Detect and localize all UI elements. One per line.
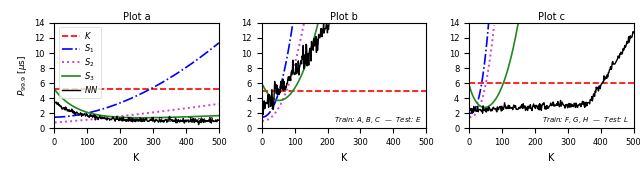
X-axis label: K: K [548,153,554,163]
Title: Plot a: Plot a [123,12,150,22]
Title: Plot c: Plot c [538,12,565,22]
Y-axis label: $P_{99.9}$ [$\mu$s]: $P_{99.9}$ [$\mu$s] [15,55,29,96]
Title: Plot b: Plot b [330,12,358,22]
Text: Train: $F$, $G$, $H$  —  Test: $L$: Train: $F$, $G$, $H$ — Test: $L$ [541,114,628,125]
Text: Train: $A$, $B$, $C$  —  Test: $D$: Train: $A$, $B$, $C$ — Test: $D$ [125,114,214,125]
Legend: $K$, $S_1$, $S_2$, $S_3$, $NN$: $K$, $S_1$, $S_2$, $S_3$, $NN$ [59,27,101,98]
Text: Train: $A$, $B$, $C$  —  Test: $E$: Train: $A$, $B$, $C$ — Test: $E$ [333,114,421,125]
X-axis label: K: K [134,153,140,163]
X-axis label: K: K [341,153,347,163]
